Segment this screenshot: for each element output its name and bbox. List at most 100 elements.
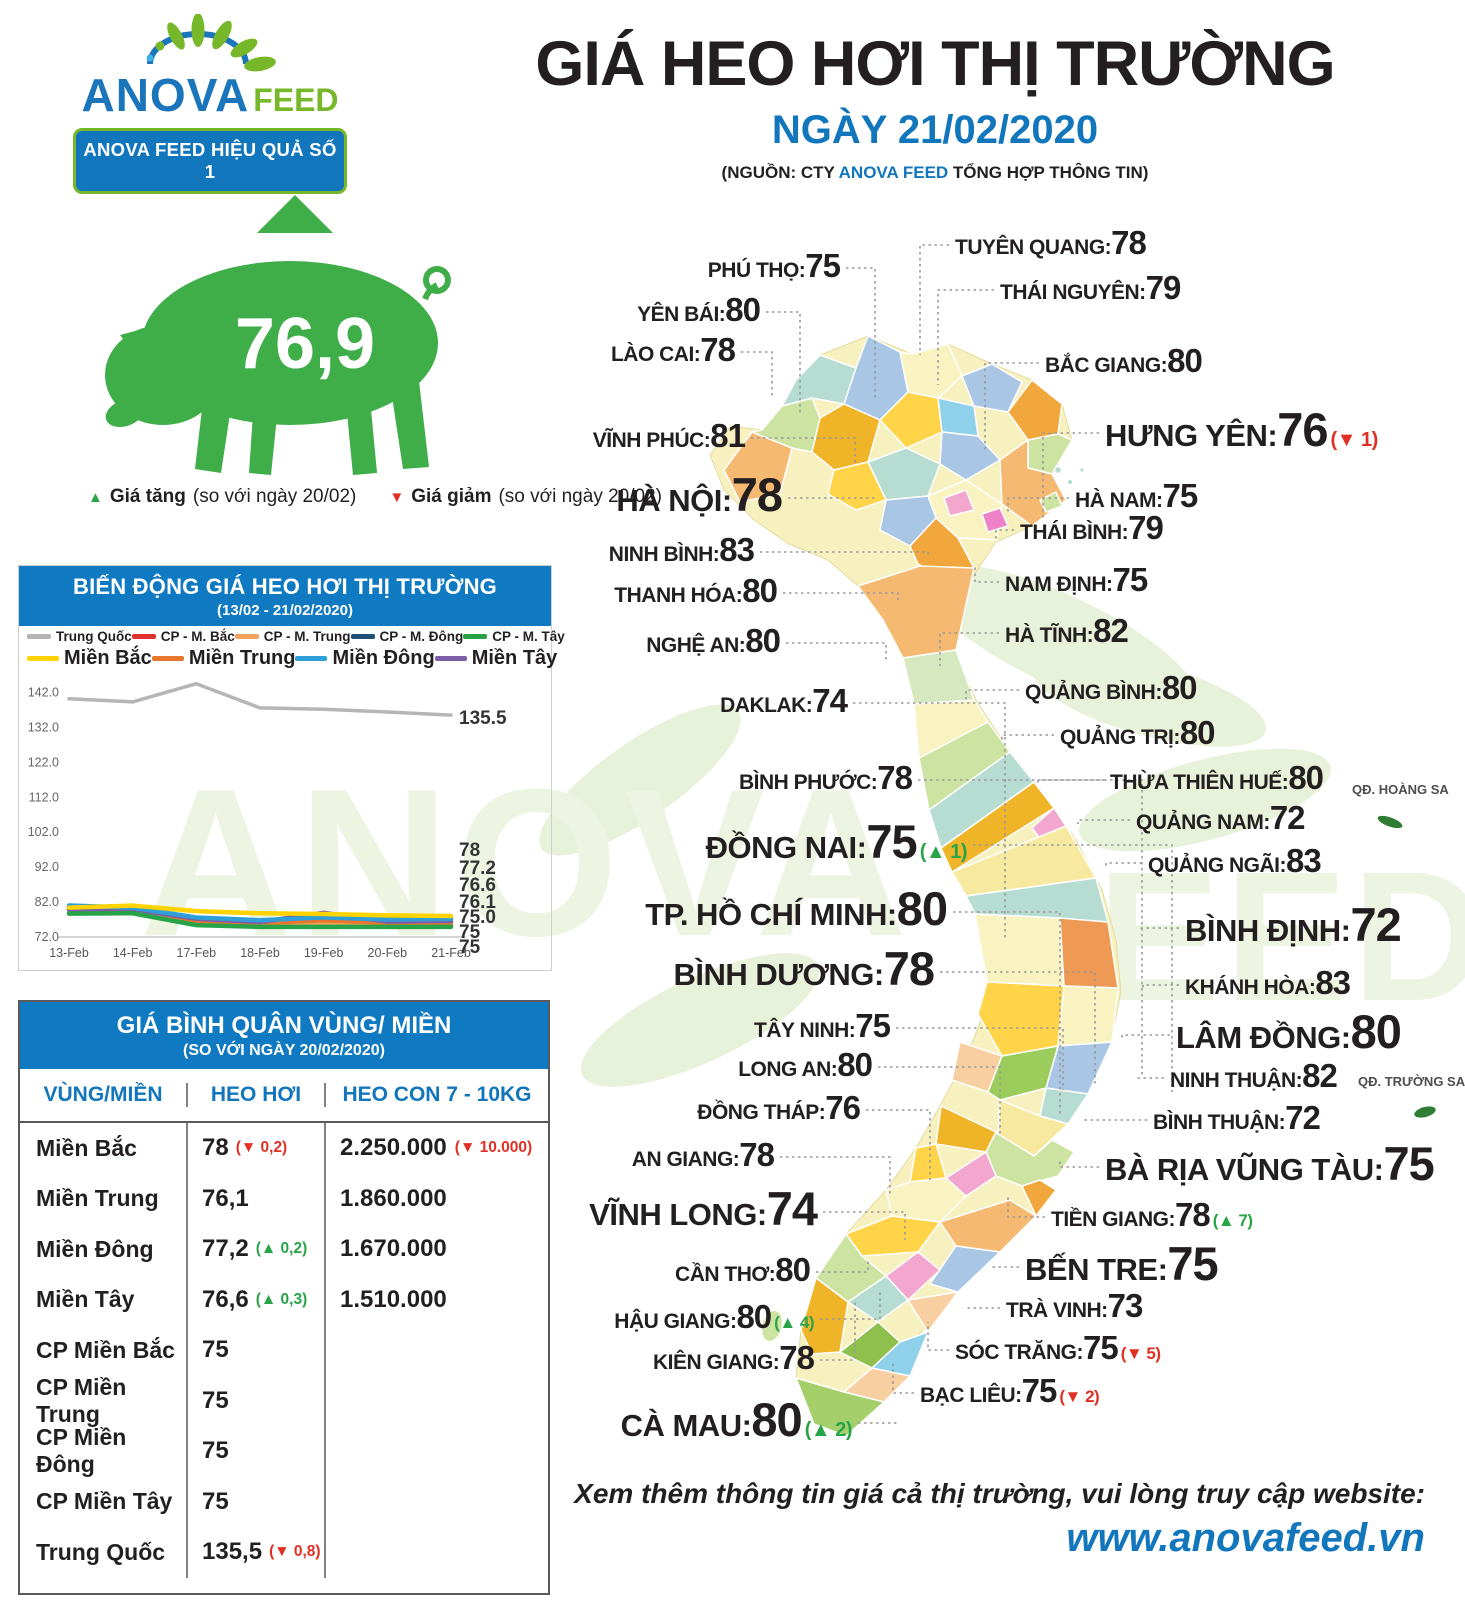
region-name: CP Miền Trung [20, 1374, 188, 1427]
down-triangle-icon: ▼ [389, 488, 405, 506]
heo-hoi-cell: 76,1 [188, 1173, 326, 1224]
heo-hoi-cell: 75 [188, 1375, 326, 1426]
region-name: Miền Bắc [20, 1123, 188, 1174]
down-note: (so với ngày 20/02) [498, 486, 662, 507]
legend-item: CP - M. Trung [234, 629, 351, 644]
svg-text:13-Feb: 13-Feb [49, 946, 89, 960]
table-row: CP Miền Bắc 75 [20, 1325, 548, 1376]
legend-series-name: CP - M. Bắc [160, 629, 235, 644]
up-arrow-icon [257, 195, 333, 233]
table-row: Miền Tây 76,6 (▲ 0,3) 1.510.000 [20, 1274, 548, 1325]
legend-series-name: CP - M. Trung [263, 629, 351, 644]
website-link[interactable]: www.anovafeed.vn [1066, 1516, 1425, 1560]
region-name: CP Miền Đông [20, 1424, 188, 1477]
logo-anova: ANOVA [81, 69, 250, 121]
heo-con-cell [326, 1477, 548, 1528]
region-name: CP Miền Bắc [20, 1325, 188, 1376]
region-name: CP Miền Tây [20, 1476, 188, 1527]
source-prefix: (NGUỒN: CTY [721, 163, 839, 182]
heo-hoi-cell: 75 [188, 1426, 326, 1477]
heo-hoi-cell: 75 [188, 1476, 326, 1527]
heo-con-cell: 1.860.000 [340, 1184, 447, 1212]
legend-item: Trung Quốc [27, 629, 132, 644]
source-line: (NGUỒN: CTY ANOVA FEED TỔNG HỢP THÔNG TI… [440, 163, 1430, 183]
logo-leaves-icon [146, 14, 276, 72]
title-block: GIÁ HEO HƠI THỊ TRƯỜNG NGÀY 21/02/2020 (… [440, 28, 1430, 183]
col-region: VÙNG/MIỀN [20, 1083, 188, 1107]
table-row: CP Miền Tây 75 [20, 1476, 548, 1528]
heo-hoi-cell: 77,2 (▲ 0,2) [188, 1224, 326, 1275]
chart-subtitle: (13/02 - 21/02/2020) [217, 602, 353, 619]
legend-item: CP - M. Tây [463, 629, 565, 644]
svg-text:122.0: 122.0 [28, 755, 59, 769]
source-suffix: TỔNG HỢP THÔNG TIN) [948, 163, 1149, 182]
region-average-table: GIÁ BÌNH QUÂN VÙNG/ MIỀN (SO VỚI NGÀY 20… [18, 1000, 550, 1595]
table-column-header: VÙNG/MIỀN HEO HƠI HEO CON 7 - 10KG [20, 1069, 548, 1123]
legend-series-name: CP - M. Tây [492, 629, 565, 644]
svg-text:102.0: 102.0 [28, 825, 59, 839]
legend-item: Miền Bắc [27, 647, 152, 670]
brand-badge: ANOVA FEED HIỆU QUẢ SỐ 1 [73, 128, 347, 194]
region-name: Miền Tây [20, 1274, 188, 1325]
offshore-islands [1377, 815, 1436, 1118]
chart-legend: Trung Quốc CP - M. Bắc CP - M. Trung CP - M… [19, 626, 565, 670]
col-heo-con: HEO CON 7 - 10KG [342, 1083, 532, 1106]
legend-item: Miền Đông [295, 647, 435, 670]
svg-text:132.0: 132.0 [28, 720, 59, 734]
legend-color-dash-icon [27, 655, 59, 662]
legend-color-dash-icon [350, 634, 375, 639]
leader-lines [741, 244, 1179, 1424]
heo-hoi-cell: 76,6 (▲ 0,3) [188, 1274, 326, 1325]
region-name: Miền Đông [20, 1224, 188, 1275]
source-brand: ANOVA FEED [838, 163, 949, 182]
svg-text:135.5: 135.5 [459, 708, 507, 729]
heo-con-cell [326, 1426, 548, 1477]
svg-text:75: 75 [459, 937, 481, 958]
svg-text:77.2: 77.2 [459, 858, 496, 879]
table-row: Miền Bắc 78 (▼ 0,2) 2.250.000 (▼ 10.000) [20, 1123, 548, 1174]
average-price-value: 76,9 [235, 304, 375, 384]
legend-item: CP - M. Đông [350, 629, 464, 644]
svg-text:18-Feb: 18-Feb [240, 946, 280, 960]
table-header: GIÁ BÌNH QUÂN VÙNG/ MIỀN (SO VỚI NGÀY 20… [20, 1002, 548, 1069]
change-legend: ▲ Giá tăng (so với ngày 20/02) ▼ Giá giả… [88, 486, 662, 508]
svg-text:112.0: 112.0 [29, 790, 59, 804]
brand-logo: ANOVA FEED ANOVA FEED HIỆU QUẢ SỐ 1 [70, 14, 350, 194]
legend-series-name: Miền Tây [471, 647, 558, 669]
chart-plot: 72.0 82.0 92.0 102.0 112.0 122.0 132.0 142.0 13-… [28, 681, 507, 960]
table-row: CP Miền Trung 75 [20, 1374, 548, 1427]
svg-text:20-Feb: 20-Feb [368, 946, 408, 960]
legend-item: Miền Tây [434, 647, 558, 670]
svg-text:76.1: 76.1 [459, 892, 496, 913]
legend-color-dash-icon [295, 655, 328, 662]
table-title: GIÁ BÌNH QUÂN VÙNG/ MIỀN [116, 1012, 452, 1039]
region-name: Trung Quốc [20, 1527, 188, 1578]
svg-text:72.0: 72.0 [35, 930, 59, 944]
legend-series-name: Trung Quốc [56, 629, 132, 644]
heo-con-cell: 1.670.000 [340, 1235, 447, 1263]
legend-series-name: Miền Trung [188, 647, 296, 669]
legend-color-dash-icon [151, 655, 184, 662]
legend-item: Miền Trung [151, 647, 296, 670]
legend-series-name: CP - M. Đông [379, 629, 464, 644]
svg-text:14-Feb: 14-Feb [113, 946, 153, 960]
legend-series-name: Miền Đông [332, 647, 435, 669]
chart-header: BIẾN ĐỘNG GIÁ HEO HƠI THỊ TRƯỜNG (13/02 … [19, 566, 551, 626]
legend-color-dash-icon [234, 634, 259, 639]
svg-text:19-Feb: 19-Feb [304, 946, 344, 960]
heo-con-cell: 2.250.000 (▼ 10.000) [340, 1134, 533, 1162]
svg-text:92.0: 92.0 [35, 860, 59, 874]
table-row: CP Miền Đông 75 [20, 1424, 548, 1477]
col-heo-hoi: HEO HƠI [188, 1083, 326, 1107]
footer: Xem thêm thông tin giá cả thị trường, vu… [574, 1478, 1425, 1561]
province-patches [723, 335, 1119, 1437]
price-trend-chart: BIẾN ĐỘNG GIÁ HEO HƠI THỊ TRƯỜNG (13/02 … [18, 565, 565, 971]
heo-hoi-cell: 135,5 (▼ 0,8) [188, 1527, 326, 1578]
chart-legend-row: Miền Bắc Miền Trung Miền Đông Miền Tây [19, 644, 557, 670]
svg-text:21-Feb: 21-Feb [431, 946, 471, 960]
svg-text:17-Feb: 17-Feb [177, 946, 217, 960]
heo-con-cell: 1.510.000 [340, 1285, 447, 1313]
heo-hoi-cell: 78 (▼ 0,2) [188, 1123, 326, 1174]
svg-text:78: 78 [459, 840, 480, 861]
